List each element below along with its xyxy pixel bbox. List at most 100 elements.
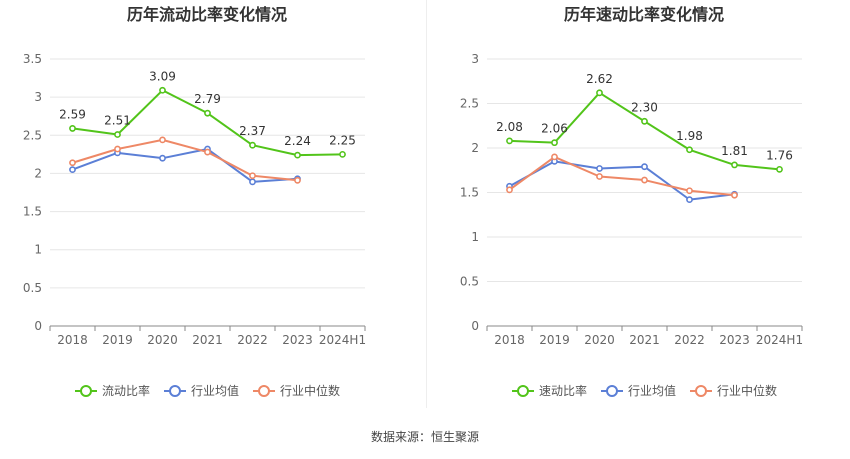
x-tick-label: 2023 (282, 333, 313, 347)
data-point (596, 89, 603, 97)
chart-title: 历年速动比率变化情况 (564, 5, 724, 24)
data-point (159, 86, 166, 94)
series-line-2 (72, 148, 298, 183)
x-tick-label: 2018 (494, 333, 525, 347)
legend-marker (517, 385, 529, 397)
legend-item-2: 行业均值 (601, 383, 676, 398)
data-point (641, 163, 648, 171)
data-point (249, 141, 256, 149)
x-tick-label: 2020 (147, 333, 178, 347)
y-tick-label: 1 (471, 230, 479, 244)
legend-marker (169, 385, 181, 397)
legend-item-2: 行业均值 (164, 383, 239, 398)
data-label: 2.59 (59, 107, 86, 121)
chart-2: 历年速动比率变化情况 0 0.5 1 1.5 2 2.5 3 2018 2019 2020 2021 2… (460, 5, 803, 398)
legend-label: 行业中位数 (280, 383, 340, 398)
legend-label: 行业中位数 (717, 383, 777, 398)
x-tick-label: 2021 (629, 333, 660, 347)
data-label: 2.62 (586, 72, 613, 86)
y-tick-label: 3 (34, 90, 42, 104)
chart-divider (426, 0, 427, 408)
data-label: 2.24 (284, 134, 311, 148)
data-point (506, 186, 513, 194)
data-point (339, 150, 346, 158)
data-point (114, 131, 121, 138)
data-label: 3.09 (149, 69, 176, 83)
data-point (686, 146, 693, 154)
x-tick-label: 2022 (237, 333, 268, 347)
y-tick-label: 2.5 (23, 128, 42, 142)
y-tick-label: 2.5 (460, 97, 479, 111)
legend-item-3: 行业中位数 (253, 383, 340, 398)
data-label: 2.37 (239, 124, 266, 138)
series-line-2 (509, 160, 735, 201)
data-point (776, 165, 783, 173)
data-point (596, 173, 603, 180)
data-point (641, 117, 648, 125)
y-tick-label: 0 (34, 319, 42, 333)
data-label: 2.79 (194, 92, 221, 106)
data-label: 2.51 (104, 114, 131, 128)
y-tick-label: 0 (471, 319, 479, 333)
data-point (114, 145, 121, 153)
y-tick-label: 3.5 (23, 52, 42, 66)
legend-marker (695, 385, 707, 397)
data-point (731, 161, 738, 169)
y-tick-label: 2 (34, 166, 42, 180)
series-line-3 (508, 155, 735, 197)
x-tick-label: 2023 (719, 333, 750, 347)
legend-item-1: 流动比率 (75, 383, 150, 398)
legend-label: 行业均值 (628, 383, 676, 398)
chart-title: 历年流动比率变化情况 (127, 5, 287, 24)
data-point (69, 159, 76, 167)
data-point (294, 176, 301, 184)
data-point (686, 187, 693, 195)
x-tick-label: 2024H1 (756, 333, 803, 347)
data-label: 1.98 (676, 129, 703, 143)
data-point (249, 178, 256, 186)
legend-marker (606, 385, 618, 397)
data-point (159, 154, 166, 162)
source-text: 数据来源：恒生聚源 (370, 430, 479, 444)
x-tick-label: 2019 (102, 333, 133, 347)
data-label: 2.25 (329, 133, 356, 147)
legend-marker (80, 385, 92, 397)
y-tick-label: 2 (471, 141, 479, 155)
data-label: 1.81 (721, 144, 748, 158)
chart-1: 历年流动比率变化情况 0 0.5 1 1.5 2 2.5 3 3.5 2018 2019 2020 20… (23, 5, 366, 398)
data-point (551, 153, 558, 161)
data-point (506, 137, 513, 145)
data-point (204, 148, 211, 156)
data-point (69, 125, 76, 132)
x-tick-label: 2021 (192, 333, 223, 347)
data-point (641, 176, 648, 184)
data-point (204, 109, 211, 117)
data-point (159, 136, 166, 144)
y-tick-label: 0.5 (23, 281, 42, 295)
y-tick-label: 0.5 (460, 275, 479, 289)
legend-marker (258, 385, 270, 397)
data-point (551, 139, 558, 147)
x-tick-label: 2019 (539, 333, 570, 347)
data-point (69, 166, 76, 174)
x-tick-label: 2022 (674, 333, 705, 347)
data-label: 2.30 (631, 100, 658, 114)
y-tick-label: 1.5 (23, 205, 42, 219)
legend-item-1: 速动比率 (512, 383, 587, 398)
data-point (686, 196, 693, 204)
data-point (596, 165, 603, 172)
data-label: 1.76 (766, 148, 793, 162)
x-tick-label: 2020 (584, 333, 615, 347)
x-tick-label: 2018 (57, 333, 88, 347)
data-point (731, 191, 738, 199)
series-line-3 (72, 138, 298, 182)
data-label: 2.06 (541, 122, 568, 136)
data-point (294, 151, 301, 159)
y-tick-label: 3 (471, 52, 479, 66)
data-label: 2.08 (496, 120, 523, 134)
y-tick-label: 1.5 (460, 186, 479, 200)
legend-label: 速动比率 (539, 383, 587, 398)
legend-item-3: 行业中位数 (690, 383, 777, 398)
y-tick-label: 1 (34, 243, 42, 257)
